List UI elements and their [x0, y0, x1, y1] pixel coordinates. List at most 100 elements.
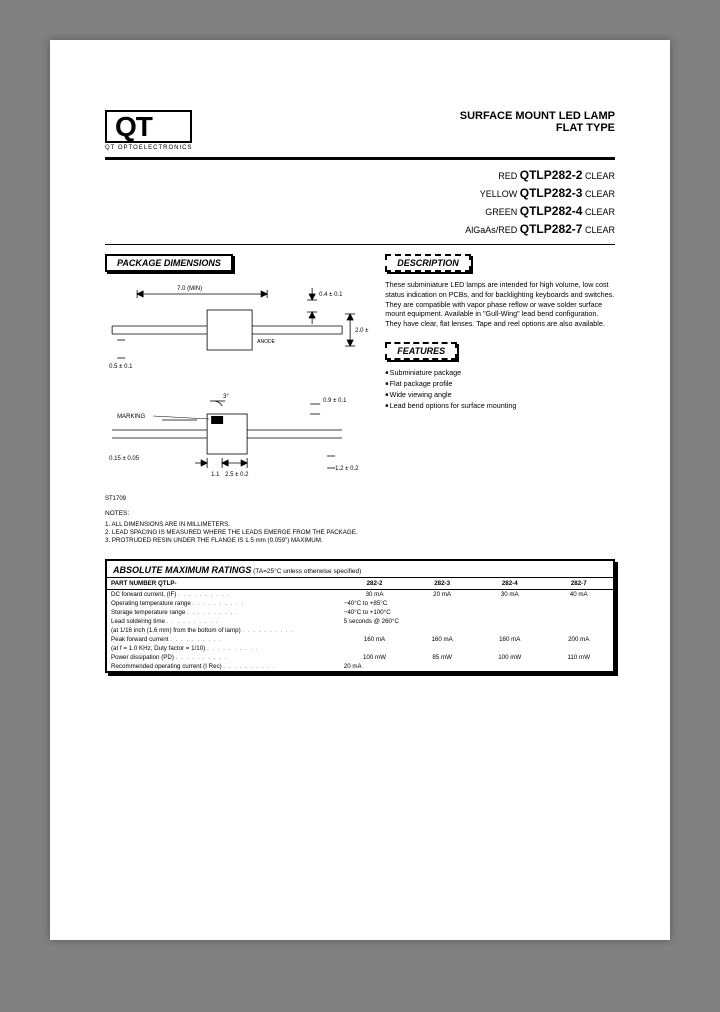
value-cell-wide — [340, 644, 613, 653]
ratings-box: ABSOLUTE MAXIMUM RATINGS (TA=25°C unless… — [105, 559, 615, 673]
feature-item: Lead bend options for surface mounting — [385, 401, 615, 410]
title-line-1: SURFACE MOUNT LED LAMP — [460, 110, 615, 122]
value-cell: 160 mA — [340, 635, 410, 644]
param-cell: Lead soldering time . . . . . . . . . . — [107, 617, 340, 626]
content-row: PACKAGE DIMENSIONS — [105, 253, 615, 510]
package-dimensions-tab: PACKAGE DIMENSIONS — [105, 254, 233, 272]
value-cell-wide — [340, 626, 613, 635]
feature-item: Flat package profile — [385, 379, 615, 388]
features-tab: FEATURES — [385, 342, 457, 360]
right-column: DESCRIPTION These subminiature LED lamps… — [385, 253, 615, 510]
part-color: YELLOW — [480, 189, 518, 199]
value-cell: 85 mW — [409, 653, 475, 662]
note-item: 1. ALL DIMENSIONS ARE IN MILLIMETERS. — [105, 521, 615, 529]
value-cell: 20 mA — [409, 589, 475, 599]
param-cell: Storage temperature range . . . . . . . … — [107, 608, 340, 617]
feature-list: Subminiature package Flat package profil… — [385, 368, 615, 410]
doc-code: ST1709 — [105, 496, 369, 502]
feature-item: Wide viewing angle — [385, 390, 615, 399]
param-cell: Operating temperature range . . . . . . … — [107, 599, 340, 608]
value-cell: 160 mA — [475, 635, 545, 644]
value-cell-wide: 5 seconds @ 260°C — [340, 617, 613, 626]
value-cell: 100 mW — [340, 653, 410, 662]
param-cell: Peak forward current . . . . . . . . . . — [107, 635, 340, 644]
part-lens: CLEAR — [585, 171, 615, 181]
part-lens: CLEAR — [585, 225, 615, 235]
col-header-param: PART NUMBER QTLP- — [107, 578, 340, 590]
part-color: AlGaAs/RED — [465, 225, 517, 235]
logo: QT — [105, 110, 192, 143]
dim-label: 3° — [223, 394, 229, 400]
page-header: QT QT OPTOELECTRONICS SURFACE MOUNT LED … — [105, 110, 615, 151]
value-cell: 40 mA — [545, 589, 614, 599]
value-cell-wide: −40°C to +100°C — [340, 608, 613, 617]
ratings-subtitle: (TA=25°C unless otherwise specified) — [253, 568, 361, 575]
table-row: Lead soldering time . . . . . . . . . .5… — [107, 617, 613, 626]
datasheet-page: QT QT OPTOELECTRONICS SURFACE MOUNT LED … — [50, 40, 670, 940]
dim-label: 2.5 ± 0.2 — [225, 472, 249, 478]
table-row: DC forward current, (IF) . . . . . . . .… — [107, 589, 613, 599]
anode-label: ANODE — [257, 339, 275, 345]
value-cell-wide: −40°C to +85°C — [340, 599, 613, 608]
part-line: YELLOW QTLP282-3 CLEAR — [105, 184, 615, 202]
dim-label: 0.9 ± 0.1 — [323, 398, 347, 404]
param-cell: (at 1/16 inch (1.6 mm) from the bottom o… — [107, 626, 340, 635]
table-row: Storage temperature range . . . . . . . … — [107, 608, 613, 617]
value-cell: 30 mA — [475, 589, 545, 599]
value-cell: 160 mA — [409, 635, 475, 644]
value-cell: 30 mA — [340, 589, 410, 599]
value-cell: 100 mW — [475, 653, 545, 662]
note-item: 3. PROTRUDED RESIN UNDER THE FLANGE IS 1… — [105, 537, 615, 545]
value-cell-wide: 20 mA — [340, 662, 613, 671]
dim-label: 0.5 ± 0.1 — [109, 364, 133, 370]
value-cell: 110 mW — [545, 653, 614, 662]
param-cell: Recommended operating current (I Rec) . … — [107, 662, 340, 671]
notes-block: NOTES: 1. ALL DIMENSIONS ARE IN MILLIMET… — [105, 510, 615, 545]
param-cell: DC forward current, (IF) . . . . . . . .… — [107, 589, 340, 599]
param-cell: (at f = 1.0 KHz, Duty factor = 1/10) . .… — [107, 644, 340, 653]
description-tab: DESCRIPTION — [385, 254, 471, 272]
dim-label: 0.15 ± 0.05 — [109, 456, 140, 462]
ratings-title: ABSOLUTE MAXIMUM RATINGS — [113, 565, 251, 575]
left-column: PACKAGE DIMENSIONS — [105, 253, 369, 510]
logo-subtitle: QT OPTOELECTRONICS — [105, 145, 192, 151]
dim-label: 2.0 ± 0.2 — [355, 328, 369, 334]
dim-label: 1.1 — [211, 472, 220, 478]
logo-block: QT QT OPTOELECTRONICS — [105, 110, 192, 151]
part-lens: CLEAR — [585, 207, 615, 217]
part-lens: CLEAR — [585, 189, 615, 199]
top-view-diagram: MARKING 3° 0.9 ± 0.1 0.15 ± 0.05 1.1 2.5… — [105, 386, 369, 481]
col-header: 282-2 — [340, 578, 410, 590]
value-cell: 200 mA — [545, 635, 614, 644]
notes-title: NOTES: — [105, 510, 615, 518]
table-row: Peak forward current . . . . . . . . . .… — [107, 635, 613, 644]
side-view-diagram: 7.0 (MIN) 0.4 ± 0.1 2.0 ± 0.2 0.5 ± 0.1 … — [105, 280, 369, 375]
divider-thick — [105, 157, 615, 160]
table-row: Power dissipation (PD) . . . . . . . . .… — [107, 653, 613, 662]
part-line: RED QTLP282-2 CLEAR — [105, 166, 615, 184]
part-number: QTLP282-4 — [520, 204, 583, 218]
part-line: GREEN QTLP282-4 CLEAR — [105, 202, 615, 220]
title-line-2: FLAT TYPE — [460, 122, 615, 134]
col-header: 282-7 — [545, 578, 614, 590]
description-text: These subminiature LED lamps are intende… — [385, 280, 615, 329]
part-color: RED — [498, 171, 517, 181]
col-header: 282-3 — [409, 578, 475, 590]
table-row: Recommended operating current (I Rec) . … — [107, 662, 613, 671]
part-line: AlGaAs/RED QTLP282-7 CLEAR — [105, 220, 615, 238]
ratings-header: ABSOLUTE MAXIMUM RATINGS (TA=25°C unless… — [107, 561, 613, 578]
title-block: SURFACE MOUNT LED LAMP FLAT TYPE — [460, 110, 615, 134]
dim-label: 0.4 ± 0.1 — [319, 292, 343, 298]
table-row: Operating temperature range . . . . . . … — [107, 599, 613, 608]
table-row: (at 1/16 inch (1.6 mm) from the bottom o… — [107, 626, 613, 635]
part-number: QTLP282-7 — [520, 222, 583, 236]
param-cell: Power dissipation (PD) . . . . . . . . .… — [107, 653, 340, 662]
marking-label: MARKING — [117, 414, 145, 420]
part-number: QTLP282-3 — [520, 186, 583, 200]
dim-label: 7.0 (MIN) — [177, 286, 202, 292]
part-color: GREEN — [485, 207, 517, 217]
table-row: (at f = 1.0 KHz, Duty factor = 1/10) . .… — [107, 644, 613, 653]
part-number-list: RED QTLP282-2 CLEAR YELLOW QTLP282-3 CLE… — [105, 166, 615, 238]
feature-item: Subminiature package — [385, 368, 615, 377]
ratings-table: PART NUMBER QTLP- 282-2 282-3 282-4 282-… — [107, 578, 613, 671]
